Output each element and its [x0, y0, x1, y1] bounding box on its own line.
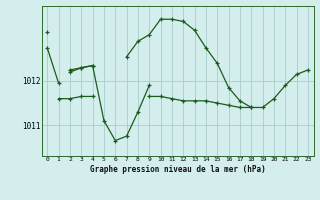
X-axis label: Graphe pression niveau de la mer (hPa): Graphe pression niveau de la mer (hPa)	[90, 165, 266, 174]
